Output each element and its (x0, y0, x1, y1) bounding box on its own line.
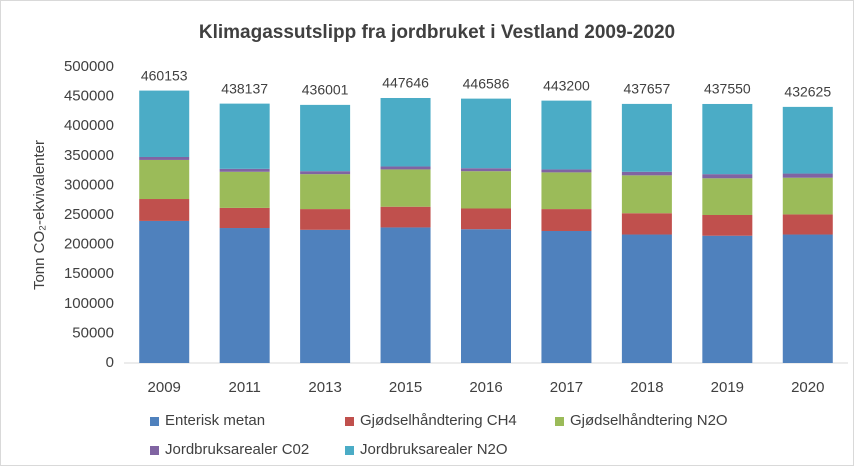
bar-segment (300, 171, 351, 175)
bar-segment (702, 235, 753, 363)
bar-segment (782, 177, 833, 215)
total-label: 446586 (463, 75, 510, 91)
bar-segment (782, 214, 833, 235)
bar-segment (541, 100, 592, 170)
total-label: 432625 (784, 84, 831, 100)
bar-segment (139, 220, 190, 363)
total-label: 438137 (221, 80, 268, 96)
y-tick-label: 100000 (64, 295, 114, 312)
y-tick-label: 300000 (64, 176, 114, 193)
y-tick-label: 150000 (64, 265, 114, 282)
legend-label: Gjødselhåndtering N2O (570, 412, 728, 429)
bar-segment (621, 213, 672, 235)
x-tick-label: 2016 (469, 379, 502, 396)
bar-segment (380, 227, 431, 363)
bar-segment (461, 208, 511, 230)
x-tick-label: 2019 (711, 379, 744, 396)
x-tick-label: 2018 (630, 379, 663, 396)
total-label: 437550 (704, 81, 751, 97)
bar-segment (139, 159, 190, 200)
y-tick-label: 350000 (64, 147, 114, 164)
total-label: 436001 (302, 82, 349, 98)
bar-segment (139, 156, 190, 160)
x-tick-label: 2009 (148, 379, 181, 396)
chart-title: Klimagassutslipp fra jordbruket i Vestla… (199, 22, 675, 43)
bar-segment (702, 178, 753, 215)
bar-segment (380, 206, 431, 228)
legend-label: Jordbruksarealer N2O (360, 441, 508, 458)
bar-segment (300, 104, 351, 172)
total-label: 437657 (624, 81, 671, 97)
y-tick-label: 250000 (64, 206, 114, 223)
bar-segment (541, 209, 592, 231)
bar-segment (461, 98, 511, 169)
y-tick-label: 0 (106, 354, 114, 371)
legend-label: Gjødselhåndtering CH4 (360, 412, 517, 429)
bar-segment (541, 169, 592, 173)
legend-swatch (345, 417, 354, 426)
bar-segment (621, 234, 672, 363)
bar-segment (219, 103, 270, 169)
x-tick-label: 2020 (791, 379, 824, 396)
bar-segment (782, 106, 833, 174)
bar-segment (782, 173, 833, 178)
bar-segment (139, 199, 190, 221)
bar-segment (300, 209, 351, 230)
bar-segment (219, 228, 270, 363)
legend-label: Enterisk metan (165, 412, 265, 429)
total-label: 443200 (543, 77, 590, 93)
legend-swatch (555, 417, 564, 426)
y-tick-label: 200000 (64, 236, 114, 253)
bar-segment (541, 230, 592, 363)
bar-segment (461, 168, 511, 172)
x-tick-label: 2015 (389, 379, 422, 396)
y-tick-label: 400000 (64, 117, 114, 134)
legend-swatch (150, 417, 159, 426)
bar-segment (219, 168, 270, 172)
bar-segment (621, 171, 672, 176)
y-tick-label: 50000 (72, 324, 114, 341)
total-label: 447646 (382, 75, 429, 91)
bar-segment (380, 169, 431, 207)
bar-segment (782, 234, 833, 363)
total-label: 460153 (141, 67, 188, 83)
y-tick-label: 500000 (64, 58, 114, 75)
bar-segment (702, 103, 753, 175)
legend-swatch (150, 446, 159, 455)
bar-segment (300, 174, 351, 210)
bar-segment (541, 172, 592, 210)
bar-segment (219, 171, 270, 208)
bar-segment (621, 103, 672, 172)
bar-segment (219, 207, 270, 229)
bar-segment (380, 97, 431, 167)
y-axis-title: Tonn CO₂-ekvivalenter (31, 140, 48, 290)
bar-segment (139, 90, 190, 157)
bar-segment (380, 166, 431, 170)
bar-segment (300, 229, 351, 363)
x-tick-label: 2013 (308, 379, 341, 396)
bar-segment (702, 215, 753, 236)
bar-segment (461, 229, 511, 363)
legend-swatch (345, 446, 354, 455)
x-tick-label: 2017 (550, 379, 583, 396)
bar-segment (702, 174, 753, 179)
bar-segment (461, 171, 511, 209)
y-tick-label: 450000 (64, 88, 114, 105)
bar-segment (621, 175, 672, 214)
x-tick-label: 2011 (229, 379, 261, 396)
legend-label: Jordbruksarealer C02 (165, 441, 309, 458)
